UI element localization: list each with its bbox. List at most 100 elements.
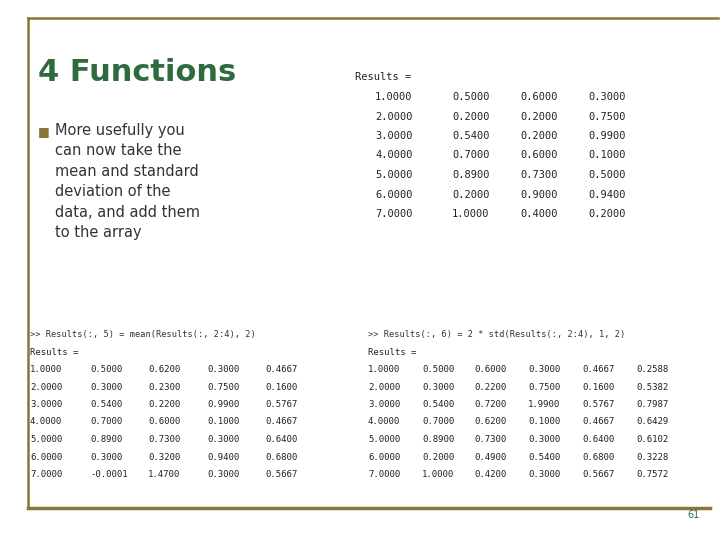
Text: 0.5400: 0.5400	[90, 400, 122, 409]
Text: 7.0000: 7.0000	[368, 470, 400, 479]
Text: 0.5382: 0.5382	[636, 382, 668, 392]
Text: 7.0000: 7.0000	[375, 209, 413, 219]
Text: 0.4200: 0.4200	[474, 470, 506, 479]
Text: 2.0000: 2.0000	[375, 111, 413, 122]
Text: 0.7000: 0.7000	[422, 417, 454, 427]
Text: 0.6400: 0.6400	[582, 435, 614, 444]
Text: 1.9900: 1.9900	[528, 400, 560, 409]
Text: 0.5400: 0.5400	[452, 131, 490, 141]
Text: 1.0000: 1.0000	[422, 470, 454, 479]
Text: 0.3200: 0.3200	[148, 453, 180, 462]
Text: 0.7572: 0.7572	[636, 470, 668, 479]
Text: 0.6800: 0.6800	[265, 453, 297, 462]
Text: 0.9900: 0.9900	[207, 400, 239, 409]
Text: 0.1000: 0.1000	[207, 417, 239, 427]
Text: 0.5667: 0.5667	[582, 470, 614, 479]
Text: 0.2300: 0.2300	[148, 382, 180, 392]
Text: 0.1000: 0.1000	[528, 417, 560, 427]
Text: Results =: Results =	[355, 72, 411, 82]
Text: 0.5000: 0.5000	[422, 365, 454, 374]
Text: -0.0001: -0.0001	[90, 470, 127, 479]
Text: 0.5667: 0.5667	[265, 470, 297, 479]
Text: 0.6429: 0.6429	[636, 417, 668, 427]
Text: 0.5400: 0.5400	[422, 400, 454, 409]
Text: 0.2000: 0.2000	[588, 209, 626, 219]
Text: 0.5767: 0.5767	[265, 400, 297, 409]
Text: 0.2000: 0.2000	[422, 453, 454, 462]
Text: 0.7300: 0.7300	[148, 435, 180, 444]
Text: 0.7300: 0.7300	[474, 435, 506, 444]
Text: 2.0000: 2.0000	[30, 382, 62, 392]
Text: 0.9400: 0.9400	[588, 190, 626, 199]
Text: 0.2200: 0.2200	[148, 400, 180, 409]
Text: 7.0000: 7.0000	[30, 470, 62, 479]
Text: 0.2588: 0.2588	[636, 365, 668, 374]
Text: More usefully you
can now take the
mean and standard
deviation of the
data, and : More usefully you can now take the mean …	[55, 123, 200, 240]
Text: 0.5000: 0.5000	[90, 365, 122, 374]
Text: 6.0000: 6.0000	[368, 453, 400, 462]
Text: 0.2000: 0.2000	[452, 190, 490, 199]
Text: 0.3000: 0.3000	[588, 92, 626, 102]
Text: 0.2000: 0.2000	[452, 111, 490, 122]
Text: 0.5767: 0.5767	[582, 400, 614, 409]
Text: 0.3000: 0.3000	[207, 470, 239, 479]
Text: 0.3000: 0.3000	[90, 382, 122, 392]
Text: 0.8900: 0.8900	[452, 170, 490, 180]
Text: 4.0000: 4.0000	[30, 417, 62, 427]
Text: 3.0000: 3.0000	[30, 400, 62, 409]
Text: 5.0000: 5.0000	[375, 170, 413, 180]
Text: 0.9400: 0.9400	[207, 453, 239, 462]
Text: 0.3000: 0.3000	[207, 365, 239, 374]
Text: 0.8900: 0.8900	[90, 435, 122, 444]
Text: 0.7500: 0.7500	[207, 382, 239, 392]
Text: 0.4667: 0.4667	[582, 365, 614, 374]
Text: 0.6000: 0.6000	[520, 92, 557, 102]
Text: 1.0000: 1.0000	[375, 92, 413, 102]
Text: 0.2200: 0.2200	[474, 382, 506, 392]
Text: 0.6400: 0.6400	[265, 435, 297, 444]
Text: 4 Functions: 4 Functions	[38, 58, 236, 87]
Text: 0.3000: 0.3000	[528, 365, 560, 374]
Text: 3.0000: 3.0000	[368, 400, 400, 409]
Text: 0.5400: 0.5400	[528, 453, 560, 462]
Text: 0.6000: 0.6000	[148, 417, 180, 427]
Text: 4.0000: 4.0000	[368, 417, 400, 427]
Text: >> Results(:, 6) = 2 * std(Results(:, 2:4), 1, 2): >> Results(:, 6) = 2 * std(Results(:, 2:…	[368, 330, 625, 339]
Text: 1.4700: 1.4700	[148, 470, 180, 479]
Text: 0.7500: 0.7500	[528, 382, 560, 392]
Text: 0.6800: 0.6800	[582, 453, 614, 462]
Text: 0.1600: 0.1600	[265, 382, 297, 392]
Text: 0.7000: 0.7000	[452, 151, 490, 160]
Text: 0.4000: 0.4000	[520, 209, 557, 219]
Text: 0.7987: 0.7987	[636, 400, 668, 409]
Text: 0.9900: 0.9900	[588, 131, 626, 141]
Text: Results =: Results =	[30, 348, 78, 357]
Text: 0.7200: 0.7200	[474, 400, 506, 409]
Text: 0.5000: 0.5000	[588, 170, 626, 180]
Text: 0.2000: 0.2000	[520, 131, 557, 141]
Text: 6.0000: 6.0000	[30, 453, 62, 462]
Text: 0.6200: 0.6200	[148, 365, 180, 374]
Text: 0.5000: 0.5000	[452, 92, 490, 102]
Text: 0.7500: 0.7500	[588, 111, 626, 122]
Text: 5.0000: 5.0000	[30, 435, 62, 444]
Text: 3.0000: 3.0000	[375, 131, 413, 141]
Text: 0.1000: 0.1000	[588, 151, 626, 160]
Text: 1.0000: 1.0000	[452, 209, 490, 219]
Text: 2.0000: 2.0000	[368, 382, 400, 392]
Text: 0.2000: 0.2000	[520, 111, 557, 122]
Text: 0.7000: 0.7000	[90, 417, 122, 427]
Text: 0.7300: 0.7300	[520, 170, 557, 180]
Text: 0.6200: 0.6200	[474, 417, 506, 427]
Text: 5.0000: 5.0000	[368, 435, 400, 444]
Text: Results =: Results =	[368, 348, 416, 357]
Text: 6.0000: 6.0000	[375, 190, 413, 199]
Text: 0.6000: 0.6000	[520, 151, 557, 160]
Text: 0.4667: 0.4667	[582, 417, 614, 427]
Text: 1.0000: 1.0000	[30, 365, 62, 374]
Text: 0.6000: 0.6000	[474, 365, 506, 374]
Text: 0.3000: 0.3000	[528, 470, 560, 479]
Text: ■: ■	[38, 125, 50, 138]
Text: 0.4667: 0.4667	[265, 365, 297, 374]
Text: 1.0000: 1.0000	[368, 365, 400, 374]
